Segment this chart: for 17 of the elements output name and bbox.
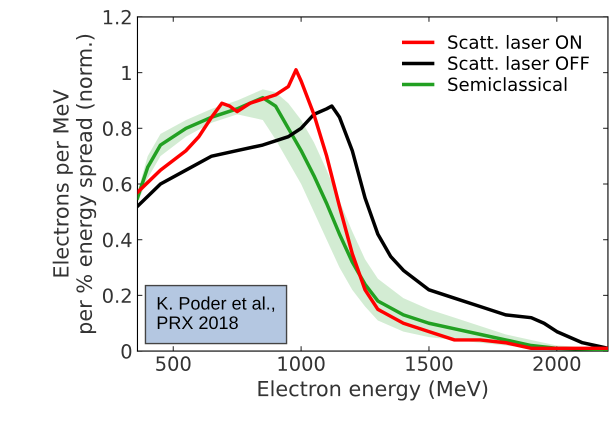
legend-label: Scatt. laser OFF	[448, 56, 589, 70]
x-tick-label: 500	[156, 356, 191, 371]
x-tick-label: 1000	[278, 356, 325, 371]
y-tick-label: 0.2	[102, 288, 131, 304]
x-axis-title: Electron energy (MeV)	[258, 380, 488, 400]
y-axis-title: Electrons per MeV per % energy spread (norm.)	[52, 34, 96, 334]
y-tick-label: 1	[122, 66, 131, 80]
annotation: K. Poder et al., PRX 2018	[158, 296, 274, 330]
y-tick-label: 0.4	[102, 232, 132, 248]
y-tick-label: 0	[122, 344, 132, 359]
y-tick-label: 1.2	[104, 10, 131, 24]
legend-label: Semiclassical	[448, 77, 566, 92]
legend-label: Scatt. laser ON	[448, 34, 581, 49]
y-tick-label: 0.8	[102, 121, 132, 136]
y-tick-label: 0.6	[102, 176, 132, 192]
x-tick-label: 1500	[406, 356, 452, 371]
x-tick-label: 2000	[533, 356, 580, 371]
